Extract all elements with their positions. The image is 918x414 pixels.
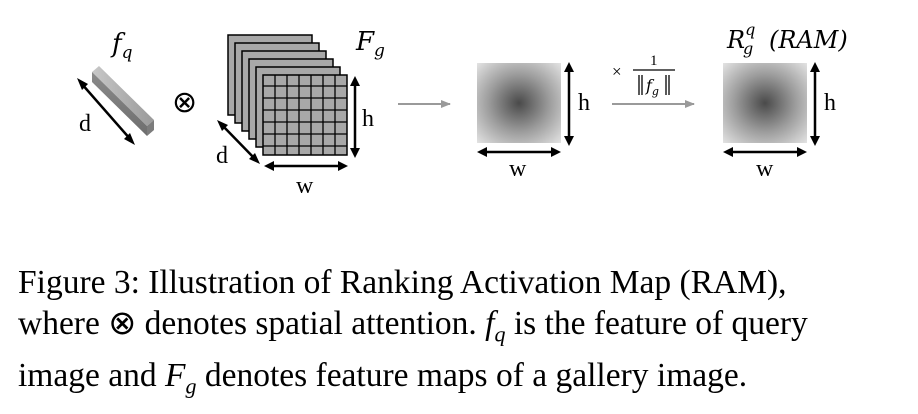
dim-w-map: w bbox=[509, 156, 527, 182]
dim-w-stack: w bbox=[296, 173, 314, 199]
dim-h-map: h bbox=[578, 90, 590, 116]
dim-h-ram: h bbox=[824, 90, 836, 116]
normalization-scale-label: × 1 fg bbox=[612, 53, 675, 98]
otimes-symbol: ⊗ bbox=[108, 305, 137, 342]
Fg-label: Fg bbox=[355, 27, 385, 61]
ranking-activation-map bbox=[723, 63, 807, 143]
caption-line-2: where ⊗ denotes spatial attention. fq is… bbox=[18, 305, 808, 347]
ram-diagram: fq d ⊗ Fg d h bbox=[77, 20, 848, 199]
d-dimension-arrow-bar bbox=[77, 78, 135, 145]
svg-text:×: × bbox=[612, 62, 622, 81]
dim-h-stack: h bbox=[362, 106, 374, 132]
w-dimension-arrow-ram bbox=[723, 147, 807, 157]
w-dimension-arrow-stack bbox=[264, 161, 348, 171]
d-dimension-arrow-stack bbox=[217, 120, 260, 164]
ram-label: Rq g (RAM) bbox=[726, 20, 848, 58]
query-feature-vector bbox=[92, 66, 154, 136]
svg-text:fg: fg bbox=[645, 76, 659, 98]
svg-text:1: 1 bbox=[650, 53, 658, 69]
fq-label: fq bbox=[110, 29, 133, 63]
h-dimension-arrow-ram bbox=[810, 62, 820, 146]
caption-line-1: Figure 3: Illustration of Ranking Activa… bbox=[18, 264, 787, 301]
dim-d-stack: d bbox=[216, 143, 228, 169]
activation-map bbox=[477, 63, 561, 143]
h-dimension-arrow-stack bbox=[350, 76, 360, 158]
dim-d-bar: d bbox=[79, 111, 91, 137]
caption-line-3: image and Fg denotes feature maps of a g… bbox=[18, 356, 748, 399]
spatial-attention-operator: ⊗ bbox=[172, 86, 197, 119]
w-dimension-arrow-map bbox=[477, 147, 561, 157]
figure-caption: Figure 3: Illustration of Ranking Activa… bbox=[18, 262, 908, 406]
dim-w-ram: w bbox=[756, 156, 774, 182]
feature-map-grid bbox=[263, 75, 347, 155]
h-dimension-arrow-map bbox=[564, 62, 574, 146]
